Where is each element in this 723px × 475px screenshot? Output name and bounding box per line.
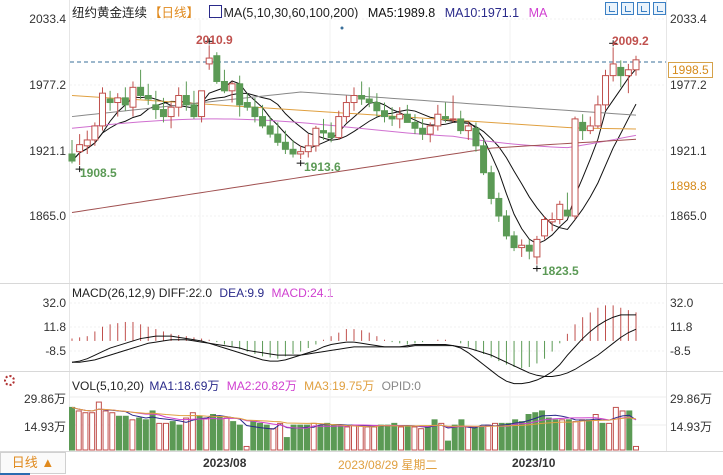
crosshair-icon[interactable] [605,2,618,15]
price-tick-right: 1977.2 [670,78,707,92]
last-price-tag: 1998.5 [668,62,713,78]
ma5-value: MA5:1989.8 [367,6,436,20]
macd-tick-right: 11.8 [670,320,693,334]
macd-legend: MACD(26,12,9) DIFF:22.0 DEA:9.9 MACD:24.… [72,286,334,300]
price-tick-right: 1865.0 [670,209,707,223]
annotation-high: 2009.2 [612,34,649,48]
price-tick-left: 1977.2 [29,78,66,92]
cursor-date: 2023/08/29 星期二 [338,458,438,472]
price-tick-right: 2033.4 [670,12,707,26]
period-tab[interactable]: 日线 ▲ [0,452,66,474]
vol-tick-right: 29.86万 [670,392,713,406]
macd-params: MACD(26,12,9) [72,286,156,300]
ma-params-label: MA(5,10,30,60,100,200) [223,6,359,20]
jump-latest-icon[interactable] [653,2,666,15]
chart-toolbar [605,2,669,18]
macd-tick-left: -8.5 [45,344,66,358]
date-tick: 2023/08 [203,456,247,470]
vol-tick-left: 29.86万 [23,392,66,406]
vol-params: VOL(5,10,20) [72,379,145,393]
macd-value: MACD:24.1 [271,286,334,300]
ma-more-value: MA [528,6,548,20]
macd-dea: DEA:9.9 [219,286,265,300]
date-tick: 2023/10 [512,456,556,470]
annotation-high: 2010.9 [196,33,233,47]
period-tab-underline [0,473,30,475]
macd-tick-right: 32.0 [670,296,694,310]
play-range-icon[interactable] [637,2,650,15]
ma10-value: MA10:1971.1 [444,6,520,20]
price-tick-left: 2033.4 [29,12,66,26]
macd-tick-left: 11.8 [43,320,66,334]
price-tick-right: 1921.1 [670,144,707,158]
vol-tick-right: 14.93万 [670,420,713,434]
macd-tick-left: 32.0 [42,296,66,310]
macd-tick-right: -8.5 [670,344,691,358]
macd-vol-divider [0,371,723,372]
vol-tick-left: 14.93万 [23,420,66,434]
ma-settings-icon[interactable] [208,5,222,18]
vol-ma2: MA2:20.82万 [226,379,297,393]
chart-title-bar: 纽约黄金连续 【日线】 MA(5,10,30,60,100,200) MA5:19… [72,2,553,21]
price-tick-left: 1921.1 [29,144,66,158]
price-macd-divider [0,283,723,284]
indicator-settings-icon[interactable] [4,375,15,386]
left-axis-line [69,0,70,452]
vol-ma3: MA3:19.75万 [304,379,375,393]
annotation-low: 1908.5 [80,166,117,180]
right-axis-line [666,0,667,452]
annotation-low: 1913.6 [304,160,341,174]
chart-canvas[interactable] [0,0,723,452]
zoom-range-icon[interactable] [621,2,634,15]
vol-footer-divider [0,451,723,452]
secondary-price-tag: 1898.8 [670,179,707,193]
price-tick-left: 1865.0 [29,209,66,223]
annotation-low: 1823.5 [542,264,579,278]
vol-ma1: MA1:18.69万 [149,379,220,393]
period-label[interactable]: 【日线】 [149,6,200,20]
instrument-name: 纽约黄金连续 [72,6,148,20]
vol-opid: OPID:0 [381,379,421,393]
macd-diff: DIFF:22.0 [158,286,213,300]
vol-legend: VOL(5,10,20) MA1:18.69万 MA2:20.82万 MA3:1… [72,377,421,394]
